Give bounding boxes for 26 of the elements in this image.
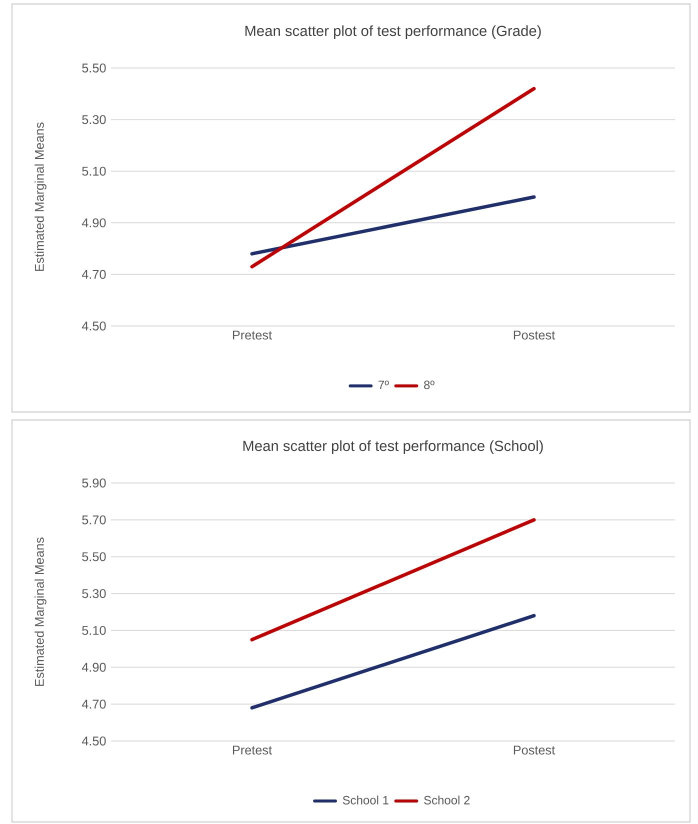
chart-title: Mean scatter plot of test performance (School) bbox=[243, 440, 543, 454]
y-tick-label: 5.70 bbox=[82, 515, 106, 524]
y-tick-label: 5.10 bbox=[82, 626, 106, 635]
x-tick-label: Postest bbox=[514, 746, 556, 755]
x-tick-label: Pretest bbox=[232, 746, 272, 755]
y-tick-label: 5.30 bbox=[82, 589, 106, 598]
y-tick-label: 4.90 bbox=[82, 662, 106, 672]
legend-label: School 1 bbox=[342, 796, 388, 804]
y-tick-label: 4.70 bbox=[82, 270, 106, 279]
y-tick-label: 4.50 bbox=[82, 736, 106, 746]
x-tick-label: Pretest bbox=[232, 330, 272, 340]
y-tick-label: 4.70 bbox=[82, 700, 106, 709]
y-tick-label: 4.90 bbox=[82, 218, 106, 228]
y-axis-title: Estimated Marginal Means bbox=[34, 122, 46, 271]
legend-label: 8º bbox=[424, 380, 434, 390]
x-tick-label: Postest bbox=[514, 330, 556, 340]
y-tick-label: 4.50 bbox=[82, 322, 106, 330]
y-tick-label: 5.50 bbox=[82, 64, 106, 72]
chart-title: Mean scatter plot of test performance (Grade) bbox=[245, 25, 541, 39]
y-tick-label: 5.10 bbox=[82, 166, 106, 176]
y-axis-title: Estimated Marginal Means bbox=[34, 538, 46, 686]
legend-label: School 2 bbox=[424, 796, 470, 804]
y-tick-label: 5.50 bbox=[82, 552, 106, 562]
y-tick-label: 5.90 bbox=[82, 478, 106, 488]
y-tick-label: 5.30 bbox=[82, 115, 106, 124]
legend-label: 7º bbox=[378, 380, 389, 390]
